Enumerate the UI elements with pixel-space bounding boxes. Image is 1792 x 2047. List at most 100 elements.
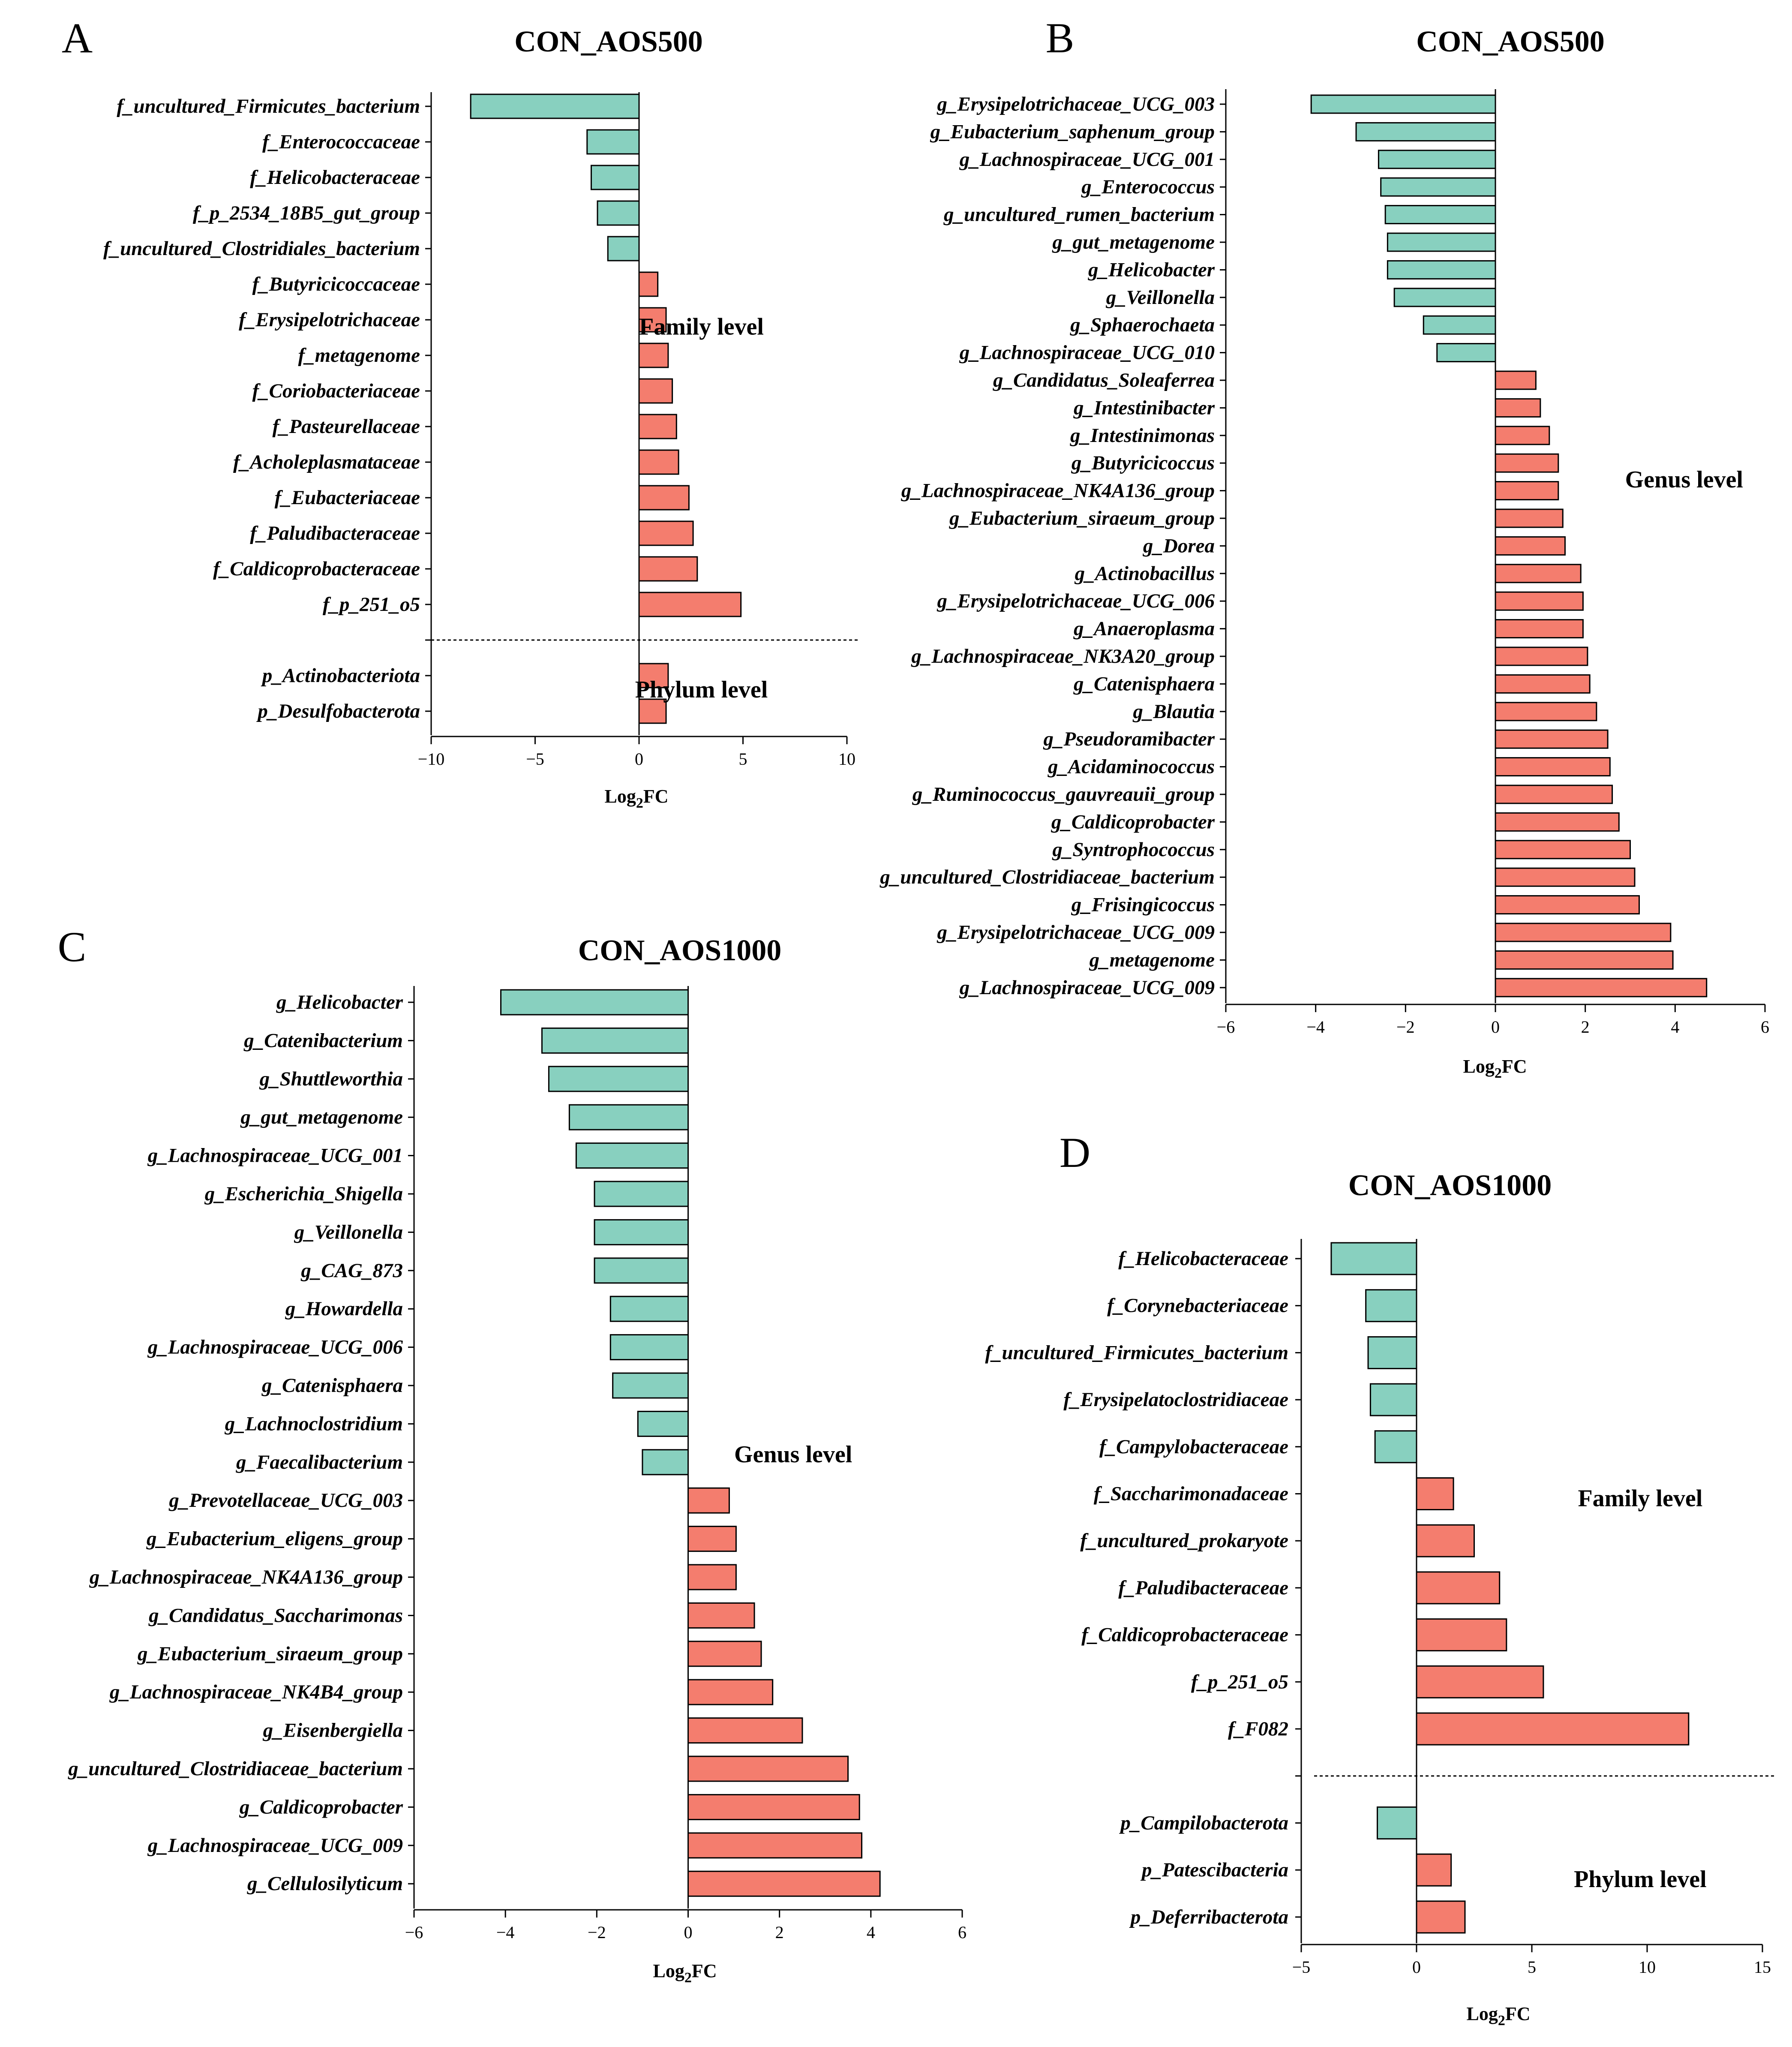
category-label: g_uncultured_Clostridiaceae_bacterium bbox=[68, 1758, 403, 1780]
category-label: g_Anaeroplasma bbox=[1073, 618, 1215, 640]
bar bbox=[548, 1066, 689, 1092]
category-label: g_Lachnospiraceae_NK4B4_group bbox=[109, 1681, 403, 1703]
bar bbox=[1416, 1712, 1690, 1746]
bar bbox=[607, 236, 640, 262]
bar bbox=[1416, 1477, 1454, 1510]
x-tick-label: −2 bbox=[588, 1923, 606, 1942]
category-label: g_Veillonella bbox=[294, 1221, 403, 1243]
bar bbox=[638, 520, 694, 546]
bar bbox=[637, 1410, 689, 1437]
bar bbox=[609, 1334, 689, 1361]
level-annotation: Family level bbox=[639, 314, 764, 340]
category-label: g_Pseudoramibacter bbox=[1043, 728, 1215, 750]
x-tick-label: 0 bbox=[635, 749, 643, 769]
bar bbox=[1330, 1242, 1417, 1275]
chart-title: CON_AOS500 bbox=[1416, 25, 1604, 58]
category-label: g_Sphaerochaeta bbox=[1070, 314, 1215, 336]
bar bbox=[1495, 536, 1566, 556]
bar bbox=[1416, 1900, 1466, 1934]
bar bbox=[638, 485, 690, 511]
bar bbox=[612, 1372, 689, 1399]
category-label: g_Caldicoprobacter bbox=[1051, 811, 1215, 833]
category-label: g_Eubacterium_siraeum_group bbox=[949, 507, 1215, 529]
category-label: g_Candidatus_Soleaferrea bbox=[993, 369, 1215, 391]
bar bbox=[1495, 481, 1559, 501]
x-tick-label: 15 bbox=[1754, 1957, 1771, 1977]
category-label: f_uncultured_prokaryote bbox=[1080, 1530, 1288, 1552]
category-label: f_Erysipelatoclostridiaceae bbox=[1063, 1389, 1288, 1411]
bar bbox=[594, 1219, 689, 1245]
bar bbox=[638, 556, 698, 582]
bar bbox=[586, 129, 640, 155]
bar bbox=[1374, 1430, 1417, 1464]
level-annotation: Family level bbox=[1578, 1485, 1702, 1512]
bar bbox=[687, 1717, 803, 1744]
bar bbox=[1393, 288, 1496, 307]
bar bbox=[687, 1526, 737, 1552]
category-label: g_Eubacterium_siraeum_group bbox=[137, 1643, 403, 1665]
category-label: p_Patescibacteria bbox=[1140, 1859, 1288, 1881]
panel-letter: C bbox=[58, 923, 87, 971]
x-axis-label-subscript: 2 bbox=[1495, 1065, 1502, 1081]
category-label: g_Catenisphaera bbox=[1073, 673, 1215, 695]
x-axis-label-tail: FC bbox=[643, 786, 669, 807]
category-label: g_Erysipelotrichaceae_UCG_006 bbox=[937, 590, 1215, 612]
bar bbox=[1310, 94, 1496, 114]
x-tick-label: −6 bbox=[405, 1923, 423, 1942]
bar bbox=[687, 1602, 755, 1629]
level-annotation: Phylum level bbox=[635, 676, 768, 703]
category-label: f_Campylobacteraceae bbox=[1099, 1436, 1288, 1458]
bar bbox=[597, 200, 640, 226]
category-label: f_p_251_o5 bbox=[323, 593, 420, 616]
category-label: f_uncultured_Firmicutes_bacterium bbox=[117, 95, 420, 117]
category-label: g_Lachnospiraceae_UCG_009 bbox=[959, 977, 1215, 999]
panel-letter: A bbox=[62, 14, 93, 62]
category-label: p_Desulfobacterota bbox=[256, 700, 420, 722]
category-label: g_Enterococcus bbox=[1081, 176, 1215, 198]
bar bbox=[1495, 398, 1541, 418]
category-label: g_Helicobacter bbox=[1088, 259, 1215, 281]
bar bbox=[1436, 343, 1496, 363]
bar bbox=[470, 93, 640, 119]
category-label: p_Actinobacteriota bbox=[261, 664, 420, 687]
bar bbox=[1387, 260, 1496, 280]
category-label: g_Faecalibacterium bbox=[236, 1451, 403, 1473]
category-label: g_CAG_873 bbox=[300, 1259, 403, 1282]
panel-c: C CON_AOS1000 g_Helicobacter g_Catenibacter… bbox=[58, 923, 967, 1986]
category-label: g_Catenibacterium bbox=[243, 1029, 403, 1052]
category-label: g_Lachnoclostridium bbox=[225, 1413, 403, 1435]
category-label: g_uncultured_Clostridiaceae_bacterium bbox=[879, 866, 1215, 888]
bar bbox=[1495, 757, 1611, 777]
bar bbox=[1416, 1665, 1544, 1698]
bar bbox=[638, 592, 742, 617]
bar bbox=[1495, 895, 1640, 915]
level-annotation: Genus level bbox=[1625, 466, 1743, 493]
x-tick-label: 5 bbox=[1528, 1957, 1536, 1977]
bar bbox=[638, 343, 669, 368]
panel-b: B CON_AOS500 g_Erysipelotrichaceae_UCG_003… bbox=[879, 14, 1769, 1081]
category-label: g_Lachnospiraceae_UCG_010 bbox=[959, 342, 1215, 364]
x-axis-label-subscript: 2 bbox=[636, 795, 643, 811]
category-label: g_Escherichia_Shigella bbox=[204, 1183, 403, 1205]
bar bbox=[1416, 1524, 1475, 1557]
category-label: g_Lachnospiraceae_UCG_006 bbox=[147, 1336, 403, 1359]
bar bbox=[642, 1449, 689, 1476]
x-axis-label: Log2FC bbox=[653, 1960, 717, 1986]
bar bbox=[1367, 1336, 1417, 1369]
bar bbox=[638, 378, 673, 404]
x-tick-label: 0 bbox=[684, 1923, 693, 1942]
bar bbox=[1416, 1618, 1507, 1652]
x-axis-label: Log2FC bbox=[1466, 2003, 1530, 2029]
x-tick-label: −2 bbox=[1396, 1017, 1415, 1037]
category-label: f_Saccharimonadaceae bbox=[1094, 1483, 1288, 1505]
x-tick-label: 6 bbox=[958, 1923, 967, 1942]
category-label: f_Caldicoprobacteraceae bbox=[213, 558, 420, 580]
panel-a: A CON_AOS500 f_uncultured_Firmicutes_bacte… bbox=[62, 14, 860, 811]
category-label: g_Eubacterium_saphenum_group bbox=[930, 120, 1215, 143]
category-label: g_Erysipelotrichaceae_UCG_009 bbox=[937, 921, 1215, 944]
category-label: f_Eubacteriaceae bbox=[275, 487, 420, 509]
category-label: g_Acidaminococcus bbox=[1048, 756, 1215, 778]
category-label: f_Acholeplasmataceae bbox=[233, 451, 420, 473]
bar bbox=[1377, 1806, 1417, 1840]
bar bbox=[687, 1641, 762, 1667]
